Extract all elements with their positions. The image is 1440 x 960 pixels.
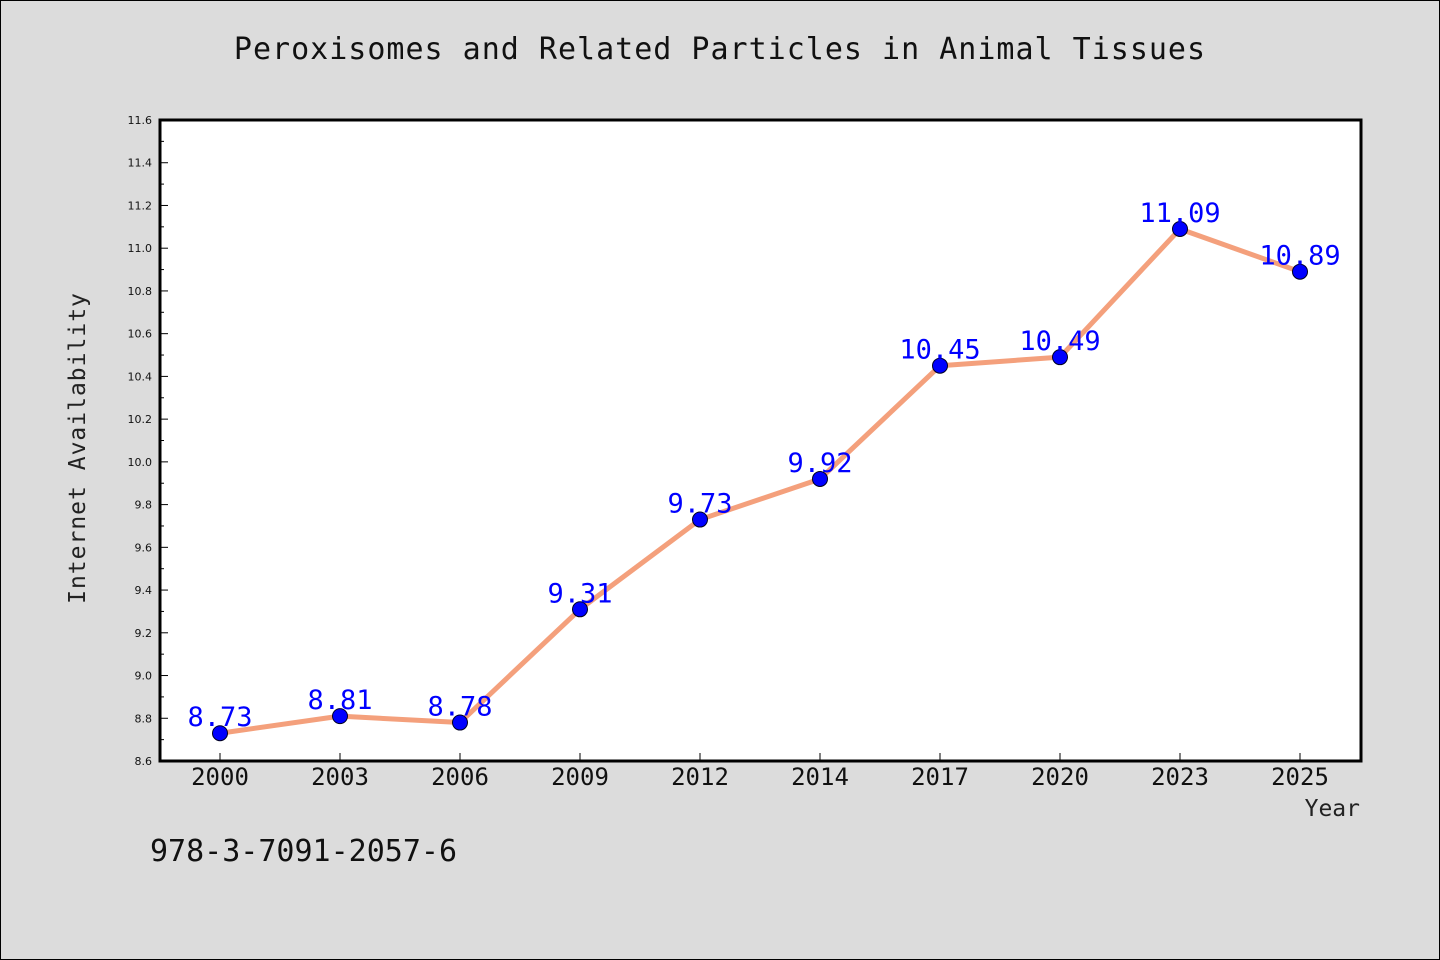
x-tick-label: 2023: [1151, 763, 1209, 791]
y-tick-label: 11.2: [128, 199, 153, 212]
data-label: 8.81: [307, 685, 372, 716]
y-tick-label: 9.6: [135, 541, 153, 554]
data-point: [212, 725, 228, 742]
y-tick-label: 10.6: [128, 328, 153, 341]
x-tick-label: 2025: [1271, 763, 1329, 791]
y-tick-label: 10.8: [128, 285, 153, 298]
x-tick-label: 2014: [791, 763, 849, 791]
plot-area: [158, 118, 1363, 763]
isbn-text: 978-3-7091-2057-6: [150, 834, 458, 869]
data-point: [452, 714, 468, 731]
series-line: [217, 226, 1303, 736]
y-tick-label: 10.4: [128, 370, 153, 383]
x-tick-label: 2000: [191, 763, 249, 791]
series-group: 8.73 8.81 8.78 9.31 9.73 9.92 10.45 10.49 11.09 1…: [187, 198, 1341, 742]
data-point: [932, 357, 948, 374]
y-tick-label: 9.2: [135, 627, 153, 640]
y-tick-label: 9.0: [135, 670, 153, 683]
data-label: 8.73: [187, 702, 252, 733]
chart-title: Peroxisomes and Related Particles in Ani…: [233, 32, 1207, 67]
data-point: [572, 601, 588, 618]
y-tick-label: 9.8: [135, 499, 153, 512]
y-tick-label: 9.4: [135, 584, 153, 597]
y-tick-label: 11.0: [128, 242, 153, 255]
y-tick-label: 10.0: [128, 456, 153, 469]
x-tick-label: 2012: [671, 763, 729, 791]
x-tick-label: 2017: [911, 763, 969, 791]
data-point: [1172, 220, 1188, 237]
data-label: 9.73: [667, 489, 732, 520]
data-point: [812, 470, 828, 487]
x-axis-ticks: 2000 2003 2006 2009 2012 2014 2017 2020 2023 2025: [191, 753, 1329, 791]
y-tick-label: 11.6: [128, 114, 153, 127]
data-label: 8.78: [427, 692, 492, 723]
data-point: [332, 708, 348, 725]
x-tick-label: 2009: [551, 763, 609, 791]
x-tick-label: 2006: [431, 763, 489, 791]
x-tick-label: 2003: [311, 763, 369, 791]
data-label: 10.49: [1019, 326, 1100, 357]
data-point: [1292, 263, 1308, 280]
y-tick-label: 10.2: [128, 413, 153, 426]
y-tick-label: 11.4: [128, 157, 153, 170]
x-tick-label: 2020: [1031, 763, 1089, 791]
data-label: 10.45: [899, 335, 980, 366]
data-label: 9.31: [547, 578, 612, 609]
data-point: [692, 511, 708, 528]
data-label: 10.89: [1259, 241, 1340, 272]
data-label: 11.09: [1139, 198, 1220, 229]
y-tick-label: 8.8: [135, 712, 153, 725]
y-tick-label: 8.6: [135, 755, 153, 768]
data-point: [1052, 349, 1068, 366]
y-axis-ticks: 8.6 8.8 9.0 9.2 9.4 9.6 9.8 10.0 10.2 10.4 10.6 10.…: [128, 114, 168, 768]
x-axis-label: Year: [1304, 796, 1360, 822]
data-label: 9.92: [787, 448, 852, 479]
